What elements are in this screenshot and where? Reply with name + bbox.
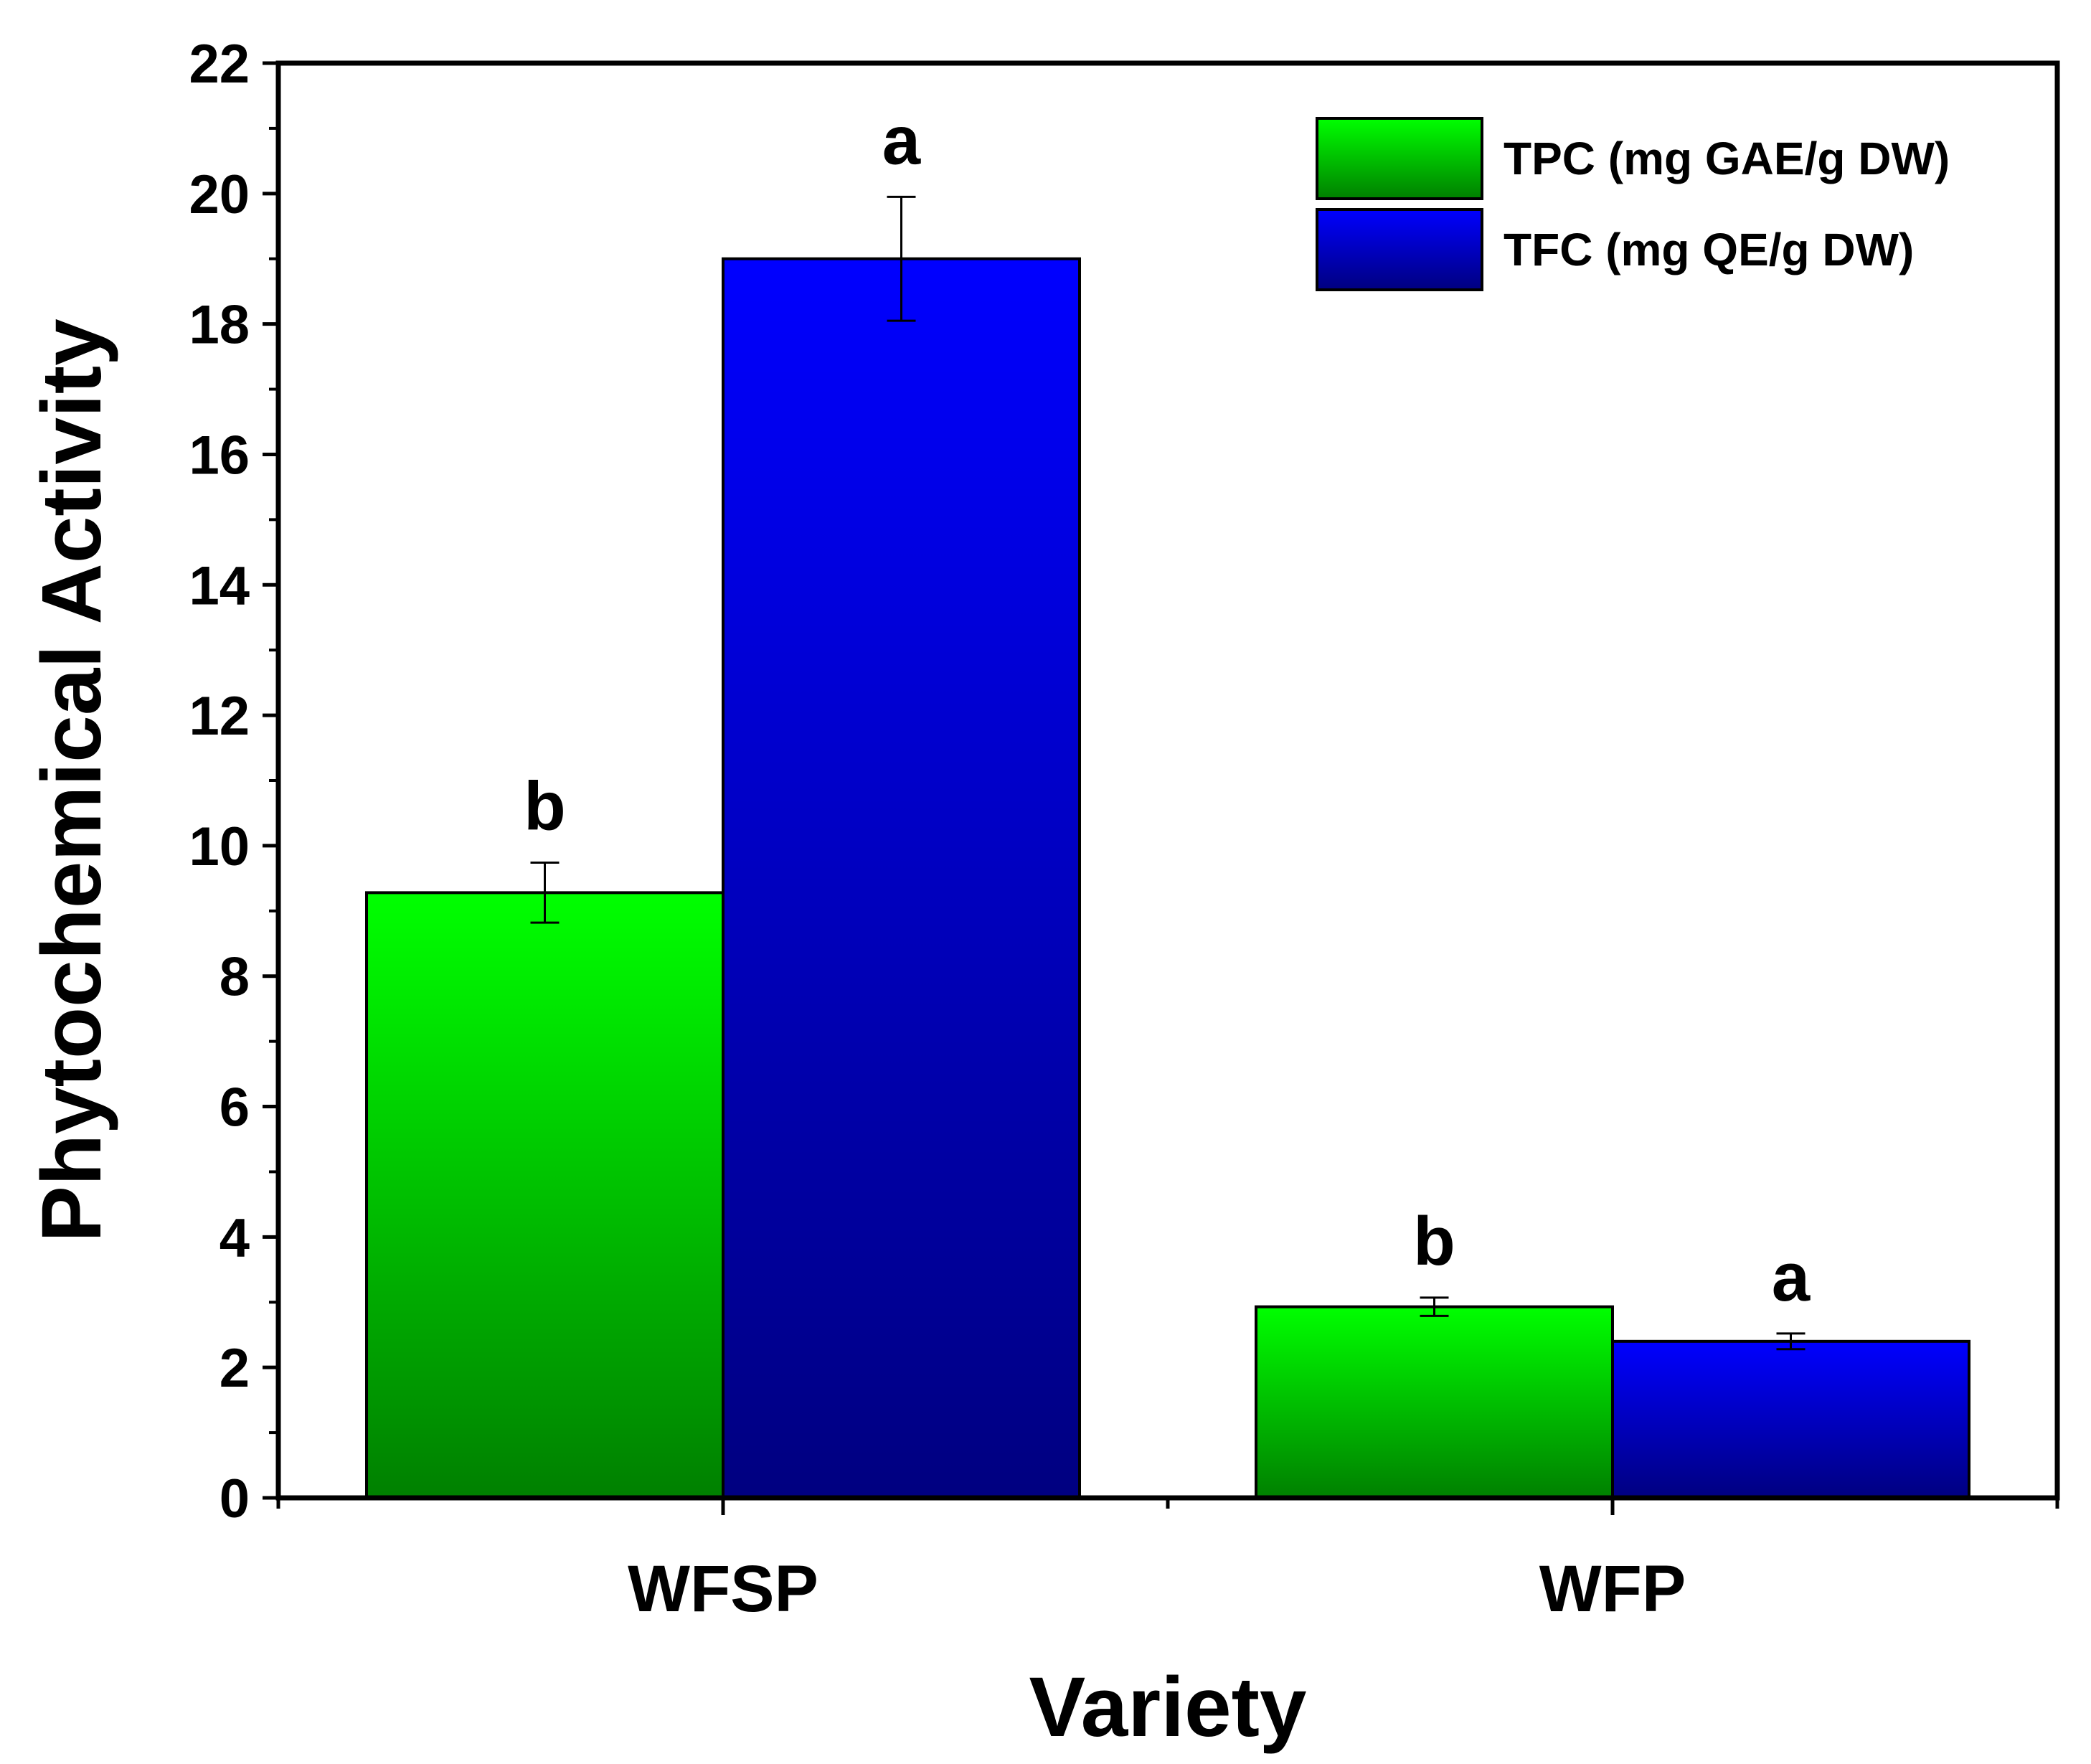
y-tick-label: 2	[220, 1338, 250, 1399]
significance-letter: a	[1772, 1239, 1811, 1316]
y-tick-label: 14	[189, 555, 250, 616]
bar-wfp-series-2	[1611, 1339, 1970, 1500]
error-bar-wfp-series-2	[1776, 1332, 1806, 1351]
y-tick-label: 6	[220, 1077, 250, 1138]
x-axis-title: Variety	[1029, 1660, 1306, 1755]
legend-swatch	[1316, 117, 1483, 200]
significance-letter: a	[882, 102, 921, 179]
x-tick-label-wfp: WFP	[1539, 1552, 1686, 1626]
bar-wfsp-series-2	[722, 257, 1081, 1499]
x-axis-ticks: WFSP WFP	[276, 1498, 2059, 1626]
y-tick-label: 8	[220, 947, 250, 1008]
y-tick-label: 10	[189, 816, 250, 877]
legend-label: TPC (mg GAE/g DW)	[1504, 133, 1950, 184]
y-tick-label: 20	[189, 164, 250, 225]
significance-letters-layer: b b a a	[524, 102, 1811, 1316]
bar-wfsp-series-1	[365, 891, 724, 1499]
bar-wfp-series-1	[1255, 1305, 1614, 1499]
legend-item-2: TFC (mg QE/g DW)	[1316, 208, 1914, 291]
significance-letter: b	[1413, 1203, 1455, 1280]
error-bar-wfsp-series-1	[530, 862, 560, 924]
y-tick-label: 0	[220, 1468, 250, 1529]
y-tick-label: 16	[189, 425, 250, 486]
y-tick-label: 18	[189, 295, 250, 356]
legend-swatch	[1316, 208, 1483, 291]
error-bars-layer	[530, 195, 1806, 1351]
legend-label: TFC (mg QE/g DW)	[1504, 224, 1914, 275]
y-tick-label: 12	[189, 686, 250, 747]
x-tick-label-wfsp: WFSP	[628, 1552, 818, 1626]
y-tick-label: 4	[220, 1207, 250, 1268]
error-bar-wfsp-series-2	[887, 195, 916, 322]
y-axis-title: Phytochemical Activity	[24, 319, 119, 1242]
legend-item-1: TPC (mg GAE/g DW)	[1316, 117, 1950, 200]
bars-layer	[365, 257, 1970, 1500]
y-tick-label: 22	[189, 34, 250, 95]
significance-letter: b	[524, 768, 566, 845]
legend: TPC (mg GAE/g DW) TFC (mg QE/g DW)	[1316, 117, 1950, 291]
y-axis-ticks: 0 2 4 6 8 10 12 14 16 18 20 22	[189, 34, 278, 1529]
error-bar-wfp-series-1	[1420, 1296, 1449, 1317]
